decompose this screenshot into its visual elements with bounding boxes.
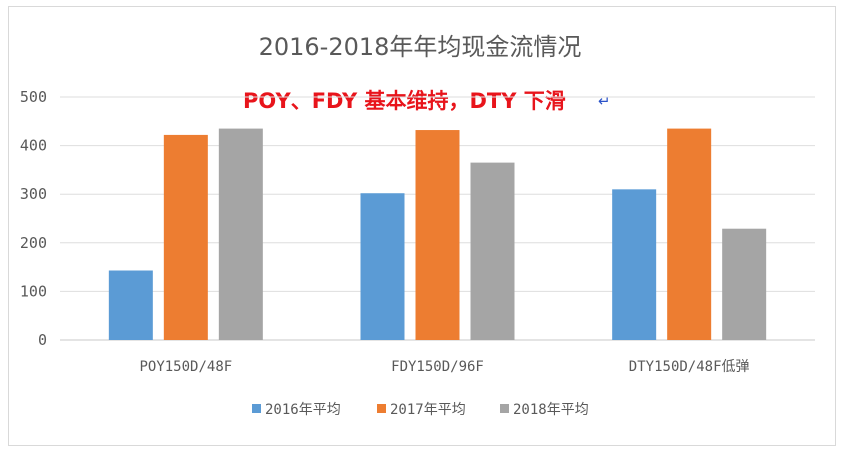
category-label: DTY150D/48F低弹 xyxy=(629,359,750,375)
bar-3-3 xyxy=(722,228,767,340)
x-axis-labels: POY150D/48F FDY150D/96F DTY150D/48F低弹 xyxy=(139,359,749,375)
legend: 2016年平均 2017年平均 2018年平均 xyxy=(252,402,589,418)
y-tick-label: 100 xyxy=(20,282,47,300)
legend-swatch xyxy=(377,404,386,413)
y-tick-label: 0 xyxy=(38,331,47,349)
legend-swatch xyxy=(500,404,509,413)
bar-2-1 xyxy=(360,193,405,340)
y-tick-label: 300 xyxy=(20,185,47,203)
bar-1-1 xyxy=(108,270,153,340)
bar-2-3 xyxy=(470,162,515,340)
category-label: FDY150D/96F xyxy=(391,359,484,375)
legend-swatch xyxy=(252,404,261,413)
category-label: POY150D/48F xyxy=(139,359,232,375)
legend-label: 2018年平均 xyxy=(513,402,589,418)
legend-label: 2017年平均 xyxy=(390,402,466,418)
chart-annotation: POY、FDY 基本维持，DTY 下滑 xyxy=(243,89,566,113)
y-tick-label: 400 xyxy=(20,137,47,155)
bar-3-2 xyxy=(667,128,712,340)
chart-title: 2016-2018年年均现金流情况 xyxy=(259,33,582,61)
y-tick-label: 500 xyxy=(20,88,47,106)
bars xyxy=(108,128,767,340)
y-axis-ticks: 0 100 200 300 400 500 xyxy=(20,88,47,349)
return-mark: ↵ xyxy=(598,92,611,110)
y-tick-label: 200 xyxy=(20,234,47,252)
bar-3-1 xyxy=(612,189,657,340)
bar-1-3 xyxy=(218,128,263,340)
legend-label: 2016年平均 xyxy=(265,402,341,418)
bar-2-2 xyxy=(415,130,460,340)
bar-1-2 xyxy=(163,134,208,340)
